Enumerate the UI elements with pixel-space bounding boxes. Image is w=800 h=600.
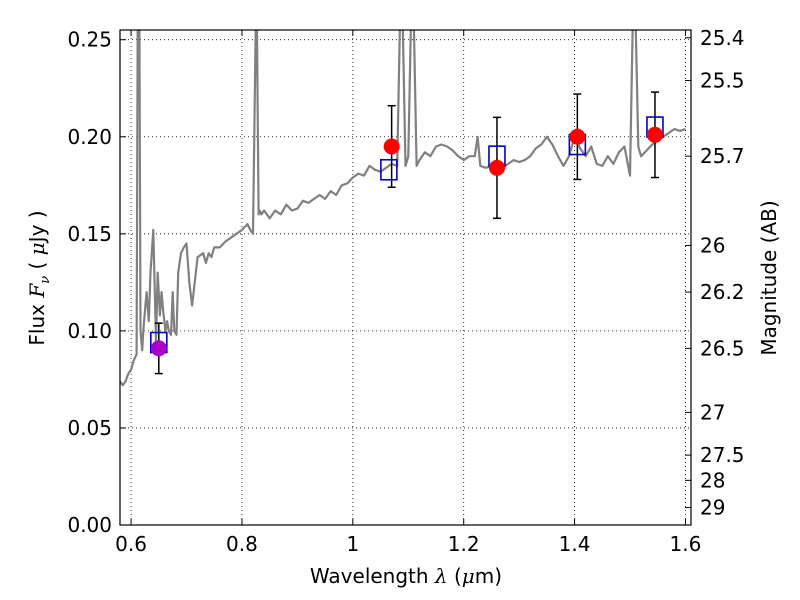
y2-axis-label: Magnitude (AB) — [757, 200, 781, 355]
y2-tick-label: 27.5 — [700, 443, 745, 467]
observed-photometry-point — [150, 340, 167, 357]
x-tick-label: 1.6 — [670, 532, 702, 556]
y-tick-label: 0.05 — [67, 416, 112, 440]
y2-tick-label: 29 — [700, 496, 725, 520]
y-tick-label: 0.25 — [67, 28, 112, 52]
plot-frame — [119, 29, 692, 526]
y2-tick-label: 26.2 — [700, 280, 745, 304]
y2-tick-label: 26 — [700, 233, 725, 257]
y2-axis: 25.4 25.5 25.7 26 26.2 26.5 27 27.528 29 — [685, 26, 745, 520]
x-tick-label: 0.8 — [226, 532, 258, 556]
x-tick-label: 1.2 — [448, 532, 480, 556]
observed-photometry-point — [569, 128, 586, 145]
y2-tick-label: 25.4 — [700, 26, 745, 50]
observed-photometry-point — [383, 138, 400, 155]
observed-photometry-layer — [150, 126, 663, 357]
y-axis: 0.00 0.05 0.10 0.15 0.20 0.25 — [67, 28, 126, 537]
x-tick-label: 1 — [346, 532, 359, 556]
y-tick-label: 0.20 — [67, 125, 112, 149]
y-tick-label: 0.00 — [67, 513, 112, 537]
x-tick-label: 0.6 — [115, 532, 147, 556]
y2-tick-label: 25.7 — [700, 144, 745, 168]
grid — [120, 30, 691, 526]
observed-photometry-point — [488, 159, 505, 176]
y2-tick-label: 27 — [700, 400, 725, 424]
y2-tick-label: 26.5 — [700, 336, 745, 360]
observed-photometry-point — [646, 126, 663, 143]
x-axis-label: Wavelength λ (μm) — [310, 564, 502, 588]
y2-tick-label: 28 — [700, 468, 725, 492]
model-photometry-point — [380, 158, 398, 181]
y-tick-label: 0.10 — [67, 319, 112, 343]
y2-tick-label: 25.5 — [700, 68, 745, 92]
y-tick-label: 0.15 — [67, 222, 112, 246]
x-tick-label: 1.4 — [559, 532, 591, 556]
x-axis: 0.6 0.8 1 1.2 1.4 1.6 — [115, 30, 701, 556]
